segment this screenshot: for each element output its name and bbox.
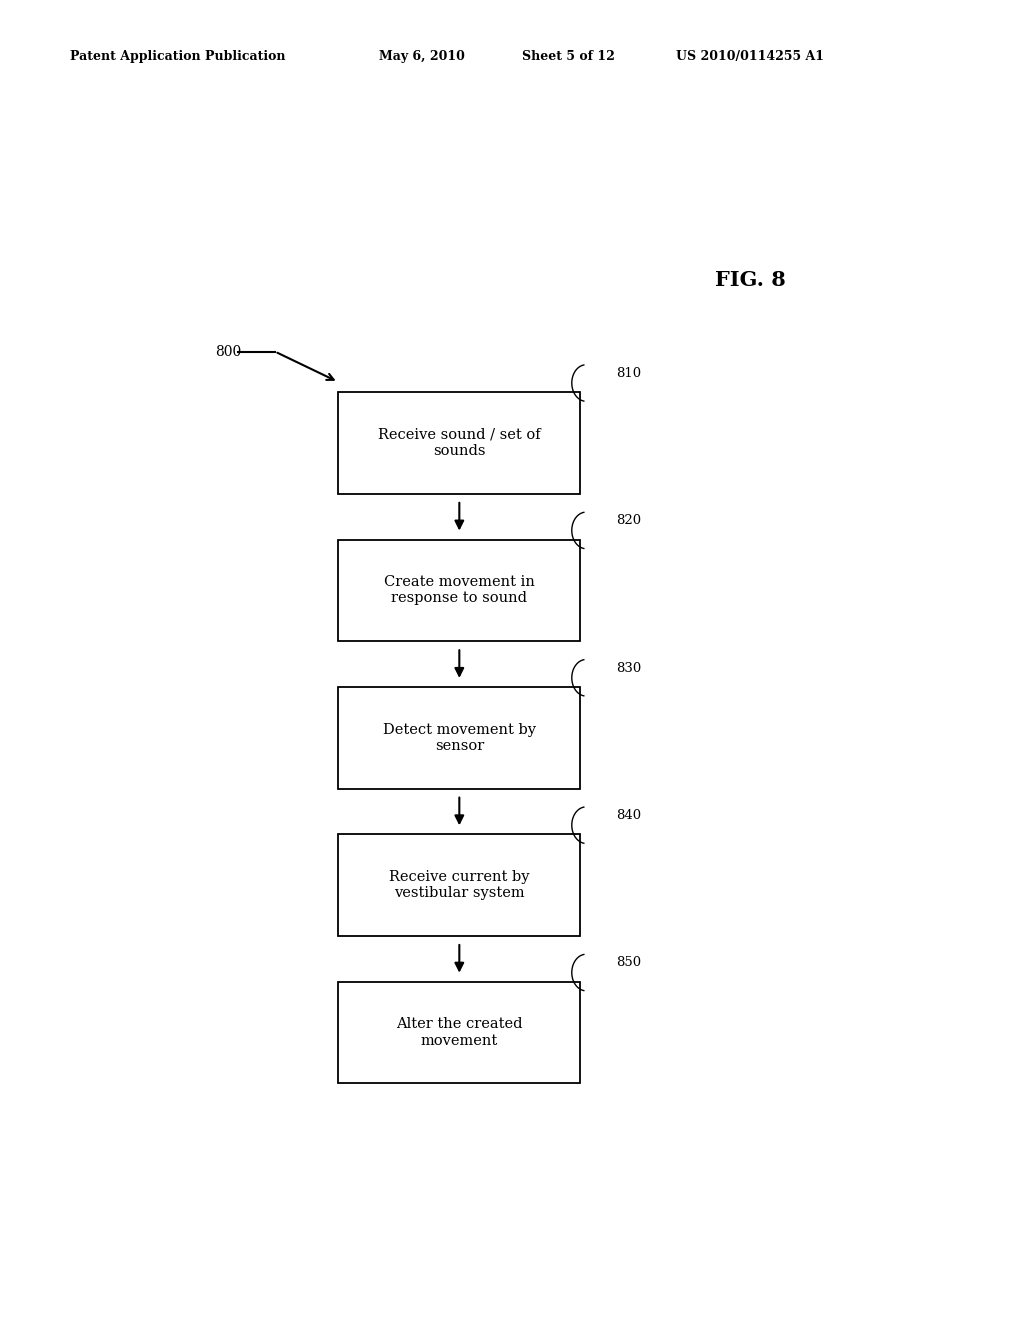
Text: 840: 840 <box>616 809 641 822</box>
Text: US 2010/0114255 A1: US 2010/0114255 A1 <box>676 50 824 63</box>
Bar <box>338 540 581 642</box>
Text: 810: 810 <box>616 367 641 380</box>
Text: Create movement in
response to sound: Create movement in response to sound <box>384 576 535 606</box>
Text: Patent Application Publication: Patent Application Publication <box>70 50 285 63</box>
Text: Sheet 5 of 12: Sheet 5 of 12 <box>522 50 615 63</box>
Text: May 6, 2010: May 6, 2010 <box>379 50 465 63</box>
Text: 830: 830 <box>616 661 641 675</box>
Text: 800: 800 <box>215 345 242 359</box>
Text: Receive sound / set of
sounds: Receive sound / set of sounds <box>378 428 541 458</box>
Text: 850: 850 <box>616 957 641 969</box>
Text: Receive current by
vestibular system: Receive current by vestibular system <box>389 870 529 900</box>
Bar <box>338 982 581 1084</box>
Bar <box>338 834 581 936</box>
Text: Alter the created
movement: Alter the created movement <box>396 1018 522 1048</box>
Bar <box>338 686 581 788</box>
Text: FIG. 8: FIG. 8 <box>715 271 786 290</box>
Text: 820: 820 <box>616 515 641 528</box>
Bar <box>338 392 581 494</box>
Text: Detect movement by
sensor: Detect movement by sensor <box>383 722 536 752</box>
